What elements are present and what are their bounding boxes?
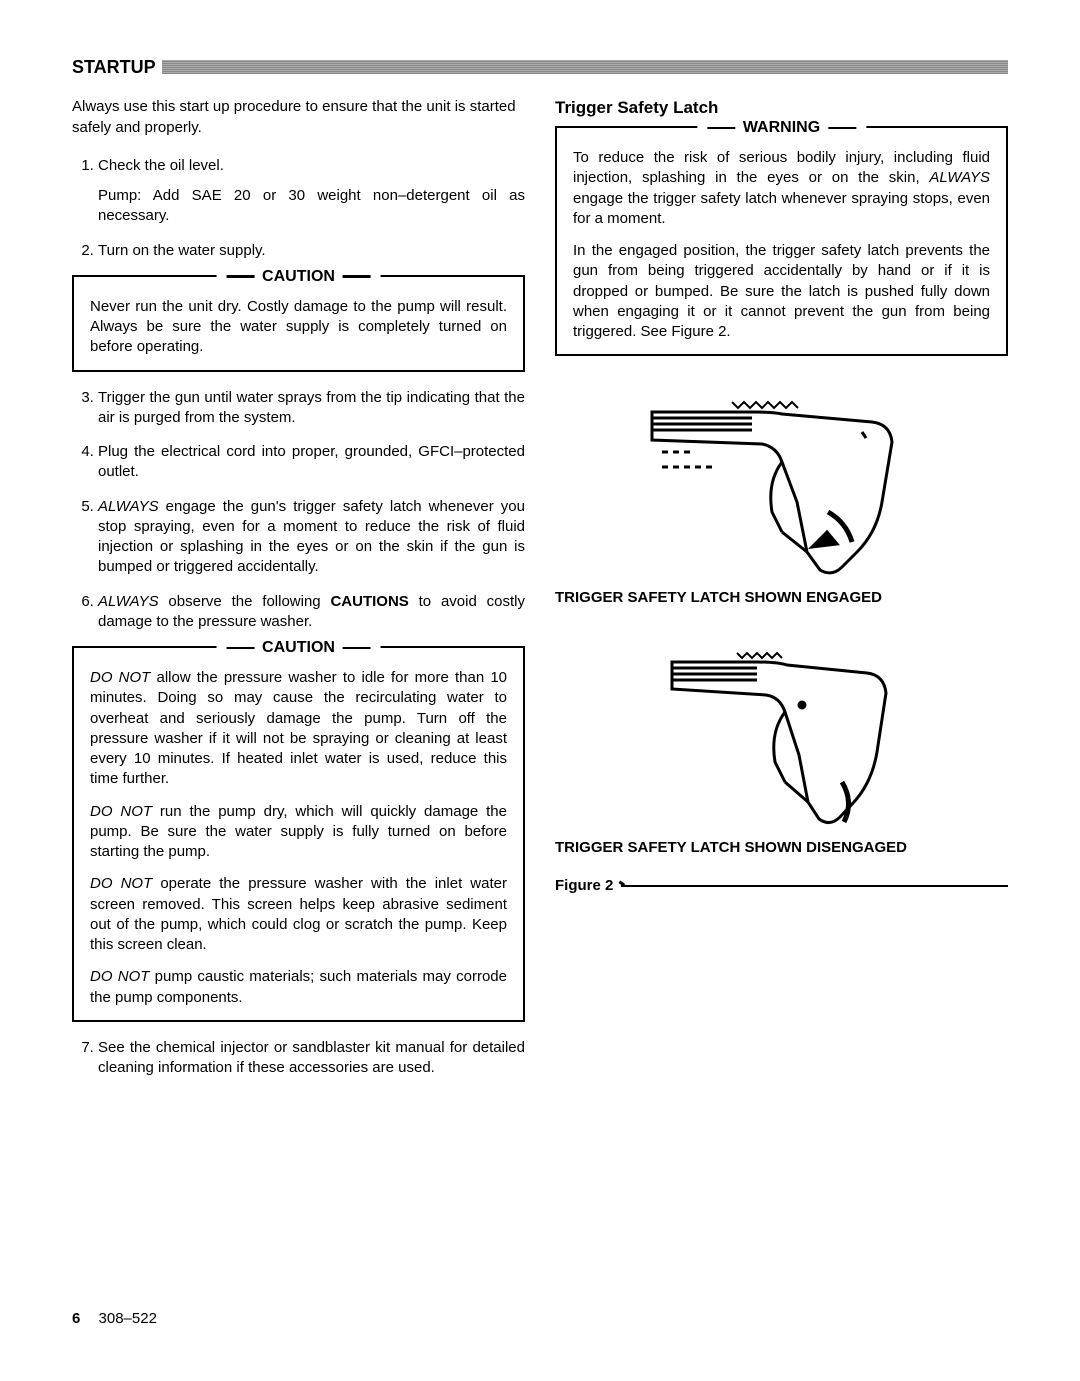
dash-icon <box>343 275 371 278</box>
caution2-p1: DO NOT allow the pressure washer to idle… <box>90 668 507 790</box>
step-5-emph: ALWAYS <box>98 498 159 515</box>
figure-label: Figure 2 <box>555 876 613 896</box>
step-3: Trigger the gun until water sprays from … <box>98 388 525 429</box>
step-2: Turn on the water supply. <box>98 241 525 261</box>
startup-steps-cont2: See the chemical injector or sandblaster… <box>72 1038 525 1079</box>
step-7: See the chemical injector or sandblaster… <box>98 1038 525 1079</box>
dash-icon <box>343 647 371 650</box>
dash-icon <box>226 275 254 278</box>
caution-1-text: Never run the unit dry. Costly damage to… <box>90 297 507 358</box>
step-5: ALWAYS engage the gun's trigger safety l… <box>98 497 525 578</box>
left-column: Always use this start up procedure to en… <box>72 97 525 1092</box>
section-title: STARTUP <box>72 55 156 79</box>
step-1: Check the oil level. Pump: Add SAE 20 or… <box>98 156 525 227</box>
step-1-sub: Pump: Add SAE 20 or 30 weight non–deterg… <box>98 186 525 227</box>
warning-label: WARNING <box>697 117 866 139</box>
doc-number: 308–522 <box>99 1310 157 1327</box>
header-bar-icon <box>162 60 1008 74</box>
section-header: STARTUP <box>72 55 1008 79</box>
startup-steps-cont: Trigger the gun until water sprays from … <box>72 388 525 633</box>
caution-label: CAUTION <box>216 637 381 659</box>
right-column: Trigger Safety Latch WARNING To reduce t… <box>555 97 1008 1092</box>
step-6-emph: ALWAYS <box>98 593 159 610</box>
caution-box-2: CAUTION DO NOT allow the pressure washer… <box>72 646 525 1022</box>
spray-gun-engaged-icon <box>632 372 932 582</box>
warning-p1: To reduce the risk of serious bodily inj… <box>573 148 990 229</box>
spray-gun-disengaged-icon <box>642 627 922 832</box>
figure-label-row: Figure 2 <box>555 876 1008 896</box>
page-footer: 6 308–522 <box>72 1309 157 1329</box>
dash-icon <box>828 127 856 130</box>
dash-icon <box>226 647 254 650</box>
warning-box: WARNING To reduce the risk of serious bo… <box>555 126 1008 356</box>
step-4: Plug the electrical cord into proper, gr… <box>98 442 525 483</box>
step-2-text: Turn on the water supply. <box>98 242 266 259</box>
figure-caption-2: TRIGGER SAFETY LATCH SHOWN DISENGAGED <box>555 838 1008 858</box>
page-number: 6 <box>72 1310 80 1327</box>
intro-text: Always use this start up procedure to en… <box>72 97 525 138</box>
caution2-p3: DO NOT operate the pressure washer with … <box>90 874 507 955</box>
startup-steps: Check the oil level. Pump: Add SAE 20 or… <box>72 156 525 261</box>
caution2-p2: DO NOT run the pump dry, which will quic… <box>90 802 507 863</box>
warning-p2: In the engaged position, the trigger saf… <box>573 241 990 342</box>
two-column-layout: Always use this start up procedure to en… <box>72 97 1008 1092</box>
caution-label: CAUTION <box>216 266 381 288</box>
caution2-p4: DO NOT pump caustic materials; such mate… <box>90 967 507 1008</box>
figure-line-icon <box>621 885 1008 888</box>
figure-caption-1: TRIGGER SAFETY LATCH SHOWN ENGAGED <box>555 588 1008 608</box>
step-1-text: Check the oil level. <box>98 156 525 176</box>
caution-box-1: CAUTION Never run the unit dry. Costly d… <box>72 275 525 372</box>
page: STARTUP Always use this start up procedu… <box>0 0 1080 1381</box>
step-6: ALWAYS observe the following CAUTIONS to… <box>98 592 525 633</box>
dash-icon <box>707 127 735 130</box>
